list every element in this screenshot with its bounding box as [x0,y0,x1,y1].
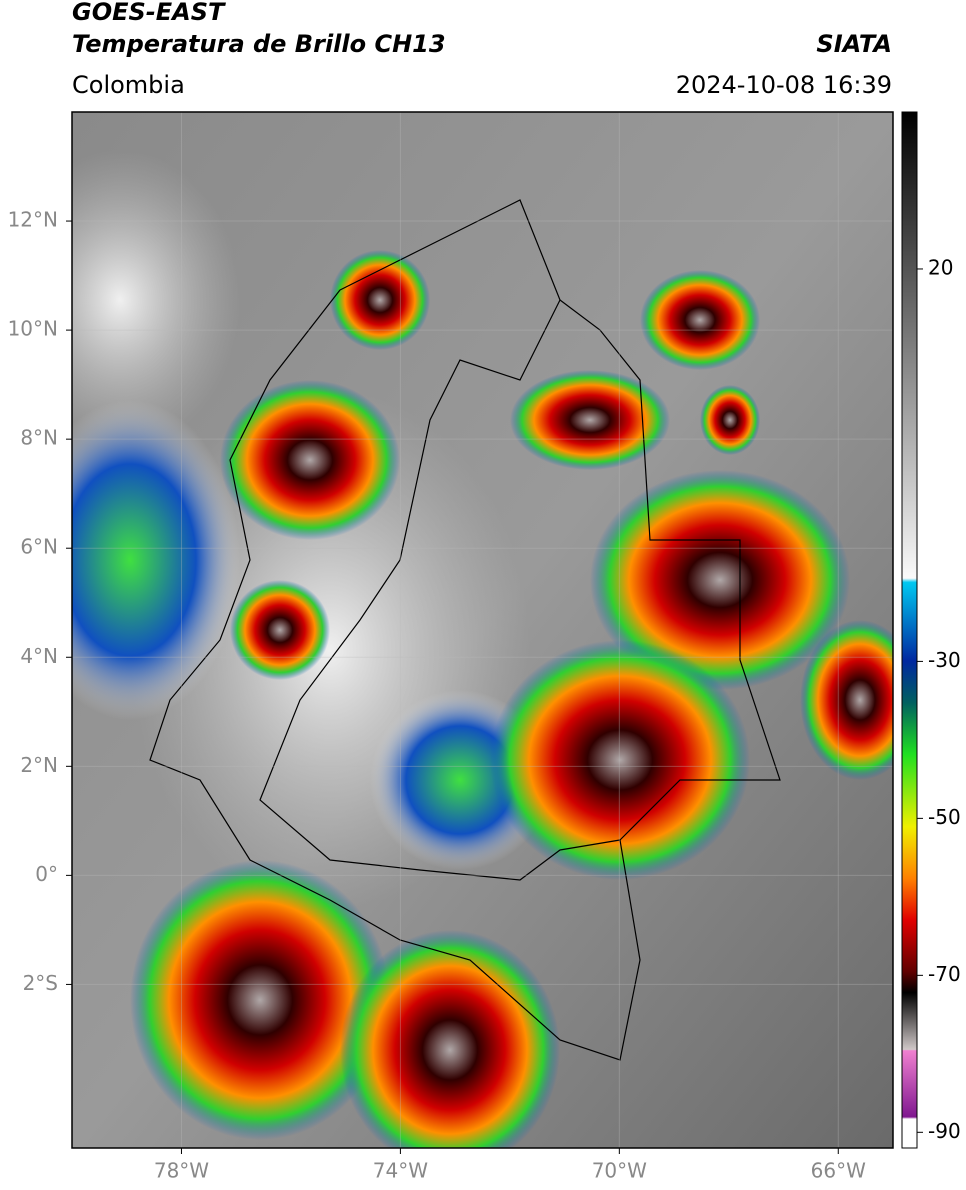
y-tick-label: 0° [35,862,58,886]
colorbar-tick-label: -50 [928,805,961,829]
labels: 78°W 74°W 70°W 66°W 12°N 10°N 8°N 6°N 4°N 2°N 0° 2°… [8,208,961,1183]
storm [490,640,750,880]
storm [800,620,893,780]
storm [700,385,760,455]
x-tick-label: 78°W [154,1159,209,1183]
source: SIATA [816,30,892,58]
storm [220,380,400,540]
y-tick-label: 8°N [20,426,58,450]
title: GOES-EAST [72,0,226,26]
border [559,299,781,841]
y-tick-label: 2°S [23,971,58,995]
x-tick-label: 70°W [592,1159,647,1183]
storm [340,930,560,1148]
storm [330,250,430,350]
region: Colombia [72,71,185,99]
storm [510,370,670,470]
y-tick-label: 4°N [20,644,58,668]
colorbar-tick-label: -90 [928,1119,961,1143]
x-tick-label: 74°W [373,1159,428,1183]
storm [590,470,850,690]
y-tick-label: 6°N [20,535,58,559]
map-frame [71,111,894,1149]
cloud [72,400,240,720]
satellite-image [72,112,893,1148]
y-tick-label: 2°N [20,753,58,777]
grid [72,112,893,1148]
colorbar [901,111,918,1149]
y-tick-label: 12°N [8,208,58,232]
colorbar-tick-label: 20 [928,255,953,279]
cloud [72,150,240,450]
datetime: 2024-10-08 16:39 [676,71,892,99]
storm [130,860,390,1140]
x-tick-label: 66°W [811,1159,866,1183]
y-tick-label: 10°N [8,317,58,341]
subtitle: Temperatura de Brillo CH13 [72,30,446,58]
colorbar-tick-label: -30 [928,648,961,672]
storm [230,580,330,680]
colorbar-tick-label: -70 [928,962,961,986]
storm [640,270,760,370]
